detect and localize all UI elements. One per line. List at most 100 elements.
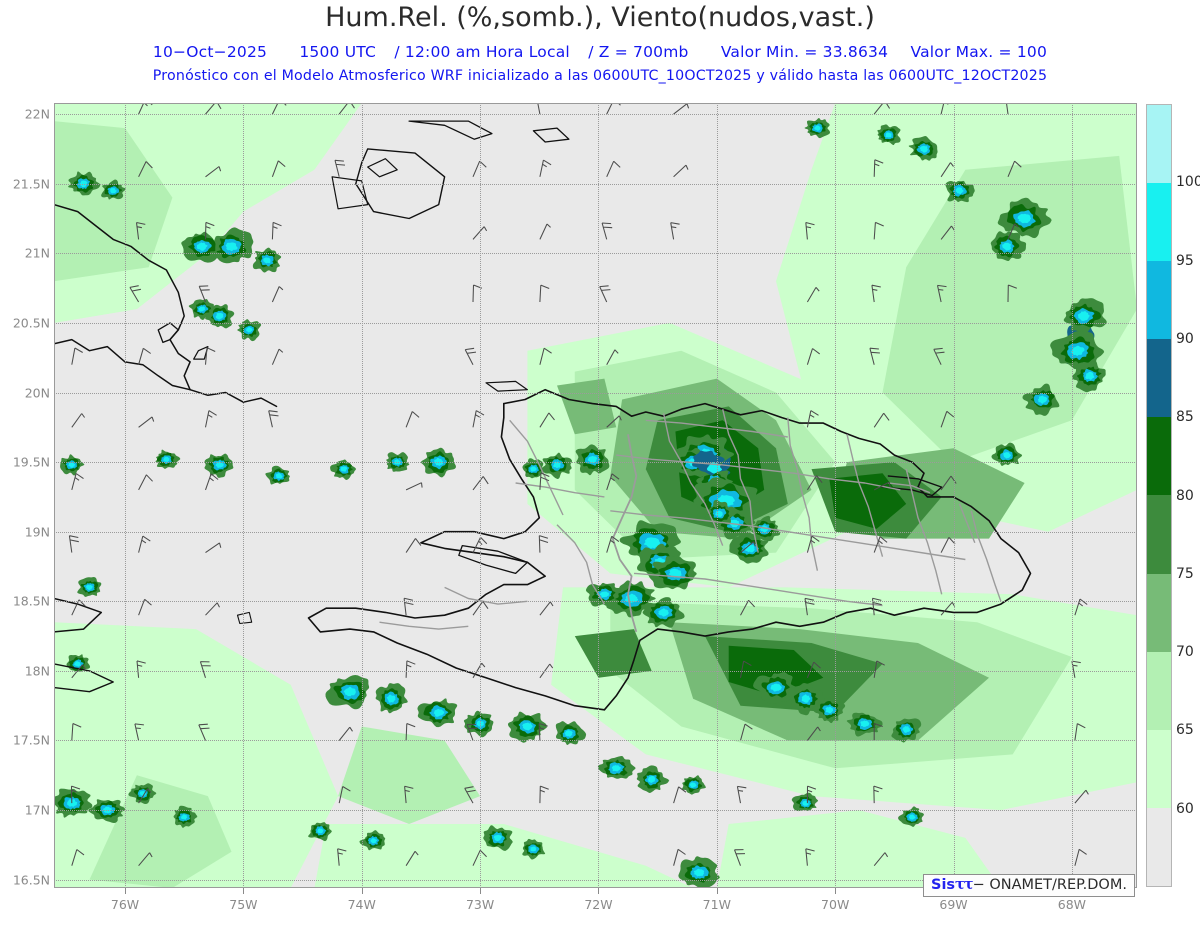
x-axis-tick-68W: 68W [1057, 897, 1087, 912]
wind-barb [871, 284, 881, 303]
humidity-contour-blob [86, 584, 93, 591]
province-boundary-path [787, 417, 819, 571]
attribution-logo: Sisττ− ONAMET/REP.DOM. [923, 874, 1135, 898]
wind-barb [338, 726, 353, 741]
x-axis-tick-74W: 74W [347, 897, 376, 912]
x-axis-tick-69W: 69W [939, 897, 968, 912]
map-plot-area[interactable] [54, 103, 1137, 888]
wind-barb [404, 785, 414, 804]
wind-barb [670, 222, 680, 240]
colorbar-segment-3 [1147, 339, 1171, 418]
y-axis-tick-18N: 18N [24, 663, 50, 679]
wind-barb [337, 848, 347, 866]
wind-barb [805, 221, 815, 240]
colorbar[interactable] [1146, 104, 1172, 887]
coastline-path [54, 663, 114, 693]
y-axis-labels: 22N 21.5N 21N 20.5N 20N 19.5N 19N 18.5N 18N 17.5N… [0, 0, 54, 927]
humidity-contour-blob [1077, 311, 1091, 321]
x-axis-tick-mark [243, 888, 245, 894]
wind-barb [806, 661, 821, 678]
wind-barb [405, 538, 422, 553]
humidity-contour-blob [1071, 345, 1085, 356]
wind-barb [71, 473, 84, 491]
wind-barb [1074, 789, 1089, 804]
coastline-path [307, 402, 606, 711]
wind-barb [734, 849, 746, 866]
wind-barb [806, 287, 820, 303]
humidity-contour-blob [139, 790, 147, 797]
humidity-contour-blob [744, 544, 755, 553]
wind-barb [472, 600, 489, 616]
wind-barb [472, 536, 488, 553]
humidity-contour-blob [386, 694, 396, 703]
wind-barb [804, 597, 815, 616]
coastline-path [193, 346, 209, 360]
wind-barb [1007, 284, 1017, 303]
humidity-contour-blob [215, 312, 224, 320]
colorbar-tick-95: 95 [1176, 252, 1194, 269]
wind-barb [472, 284, 483, 303]
wind-barb [936, 284, 947, 303]
humidity-shading-field [54, 103, 1137, 888]
x-axis-tick-mark [361, 888, 363, 894]
subtitle-line-2: Pronóstico con el Modelo Atmosferico WRF… [152, 68, 1048, 84]
wind-barb [1007, 160, 1022, 178]
province-boundary-path [722, 409, 759, 553]
wind-barb [204, 347, 216, 365]
wind-barb [673, 103, 690, 115]
wind-barb [472, 410, 485, 428]
humidity-contour-blob [109, 187, 117, 194]
wind-barb [271, 286, 284, 303]
humidity-contour-blob [643, 537, 661, 549]
x-axis-tick-mark [125, 888, 127, 894]
wind-barb [405, 723, 416, 741]
humidity-contour-blob [693, 868, 705, 877]
wind-barb [538, 722, 548, 741]
humidity-region [716, 810, 1001, 888]
wind-barb [472, 849, 487, 866]
humidity-contour-blob [902, 726, 911, 733]
humidity-contour-blob [370, 838, 377, 844]
x-axis-tick-71W: 71W [702, 897, 731, 912]
wind-barb [135, 221, 146, 240]
logo-brand-pi: ττ [955, 876, 973, 893]
wind-barb [606, 103, 621, 115]
humidity-contour-blob [908, 814, 916, 820]
province-boundary-path [379, 621, 469, 630]
wind-barb [806, 410, 819, 428]
humidity-contour-blob [434, 457, 444, 466]
wind-barb [129, 285, 141, 303]
y-axis-tick-20N: 20N [24, 385, 50, 400]
wind-barb [873, 412, 890, 428]
wind-barb [539, 412, 555, 428]
wind-barb [805, 848, 815, 866]
humidity-contour-blob [587, 455, 598, 464]
forecast-utc-time: 1500 UTC [299, 43, 377, 61]
province-boundary-path [515, 482, 605, 498]
forecast-level: / Z = 700mb [588, 43, 689, 61]
y-axis-tick-17N: 17N [24, 802, 50, 818]
humidity-contour-blob [275, 473, 283, 479]
wind-barb [271, 160, 286, 177]
wind-barb [271, 103, 287, 115]
wind-barb [198, 285, 210, 303]
y-axis-tick-22N: 22N [24, 106, 50, 122]
wind-barb [405, 660, 416, 678]
wind-barb [873, 536, 888, 553]
humidity-contour-blob [103, 806, 113, 814]
colorbar-segment-0 [1147, 105, 1171, 184]
humidity-contour-blob [1037, 395, 1048, 404]
wind-barb [539, 472, 550, 490]
wind-barb [204, 410, 217, 428]
humidity-region [314, 824, 694, 888]
wind-barb [869, 347, 880, 365]
wind-barb [539, 284, 550, 303]
y-axis-tick-21.5N: 21.5N [12, 176, 50, 192]
coastline-path [485, 380, 528, 392]
wind-barb [71, 413, 86, 428]
colorbar-tick-85: 85 [1176, 409, 1194, 426]
wind-barb [71, 347, 83, 365]
humidity-contour-blob [825, 706, 834, 714]
wind-barb [736, 785, 747, 804]
value-max: Valor Max. = 100 [910, 43, 1048, 61]
